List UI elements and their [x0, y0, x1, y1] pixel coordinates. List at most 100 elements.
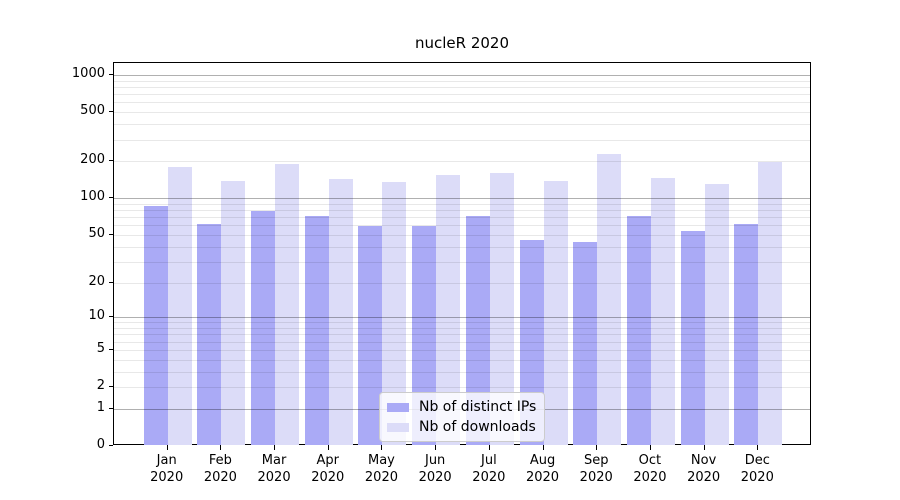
bar-distinct-ips-sep [573, 241, 598, 445]
minor-gridline-6 [114, 341, 810, 343]
minor-gridline-30 [114, 261, 810, 263]
x-tick-label-jan: Jan 2020 [150, 453, 184, 485]
legend-swatch-downloads [387, 422, 409, 432]
x-tick-label-sep: Sep 2020 [579, 453, 613, 485]
bar-distinct-ips-may [358, 226, 383, 445]
minor-gridline-900 [114, 80, 810, 82]
bar-downloads-sep [597, 153, 622, 445]
y-tick-label-2: 2 [96, 378, 105, 393]
minor-gridline-700 [114, 94, 810, 96]
minor-gridline-800 [114, 86, 810, 88]
legend-row-distinct-ips: Nb of distinct IPs [387, 399, 536, 415]
minor-gridline-20 [114, 282, 810, 284]
x-tick-may [381, 445, 383, 450]
x-tick-jan [166, 445, 168, 450]
bar-downloads-mar [275, 163, 300, 445]
bar-downloads-aug [543, 180, 568, 445]
major-gridline-1000 [114, 75, 810, 76]
minor-gridline-3 [114, 371, 810, 373]
x-tick-jun [435, 445, 437, 450]
x-tick-label-nov: Nov 2020 [687, 453, 721, 485]
minor-gridline-5 [114, 349, 810, 351]
x-tick-label-jul: Jul 2020 [472, 453, 506, 485]
bar-downloads-nov [704, 183, 729, 445]
x-tick-aug [542, 445, 544, 450]
major-gridline-100 [114, 198, 810, 200]
y-tick-label-50: 50 [88, 225, 105, 241]
minor-gridline-2 [114, 387, 810, 388]
bar-downloads-feb [221, 181, 246, 445]
x-tick-mar [274, 445, 276, 450]
x-tick-label-apr: Apr 2020 [311, 453, 345, 485]
bar-distinct-ips-feb [197, 223, 222, 445]
x-tick-label-jun: Jun 2020 [418, 453, 452, 485]
y-tick-label-20: 20 [88, 273, 105, 289]
y-tick-1000 [109, 74, 113, 75]
y-tick-label-200: 200 [80, 152, 105, 168]
minor-gridline-500 [114, 112, 810, 114]
minor-gridline-4 [114, 359, 810, 361]
x-tick-label-feb: Feb 2020 [203, 453, 237, 485]
bar-distinct-ips-oct [626, 215, 651, 445]
x-tick-jul [488, 445, 490, 450]
x-tick-nov [703, 445, 705, 450]
bar-distinct-ips-jan [143, 206, 168, 445]
minor-gridline-60 [114, 225, 810, 227]
major-gridline-10 [114, 317, 810, 319]
minor-gridline-600 [114, 102, 810, 104]
minor-gridline-70 [114, 217, 810, 219]
y-tick-50 [109, 233, 113, 235]
bar-distinct-ips-apr [304, 216, 329, 445]
legend-label-distinct-ips: Nb of distinct IPs [419, 399, 537, 415]
minor-gridline-40 [114, 246, 810, 248]
minor-gridline-300 [114, 139, 810, 141]
y-tick-label-5: 5 [96, 340, 105, 356]
x-tick-oct [649, 445, 651, 450]
bar-distinct-ips-mar [251, 211, 276, 445]
y-tick-label-1000: 1000 [71, 66, 105, 81]
bar-downloads-dec [758, 161, 783, 445]
y-tick-label-10: 10 [88, 308, 105, 324]
y-tick-label-0: 0 [96, 437, 105, 452]
legend-label-downloads: Nb of downloads [419, 419, 536, 435]
y-tick-100 [109, 197, 113, 199]
legend-swatch-distinct-ips [387, 402, 409, 412]
legend-row-downloads: Nb of downloads [387, 419, 536, 435]
y-tick-label-500: 500 [80, 103, 105, 119]
bar-distinct-ips-nov [680, 230, 705, 445]
x-tick-apr [327, 445, 329, 450]
y-tick-20 [109, 281, 113, 283]
bar-downloads-jan [167, 166, 192, 445]
minor-gridline-200 [114, 161, 810, 163]
y-tick-label-100: 100 [80, 189, 105, 205]
y-tick-200 [109, 160, 113, 162]
bar-downloads-oct [650, 178, 675, 445]
x-tick-dec [757, 445, 759, 450]
bar-distinct-ips-dec [734, 223, 759, 445]
minor-gridline-90 [114, 203, 810, 205]
x-tick-sep [596, 445, 598, 450]
minor-gridline-7 [114, 334, 810, 336]
minor-gridline-80 [114, 210, 810, 212]
y-tick-10 [109, 316, 113, 318]
legend: Nb of distinct IPs Nb of downloads [379, 392, 546, 442]
y-tick-0 [109, 445, 113, 446]
y-tick-1 [109, 407, 113, 409]
x-tick-label-may: May 2020 [364, 453, 398, 485]
x-tick-label-aug: Aug 2020 [525, 453, 560, 485]
x-tick-label-mar: Mar 2020 [257, 453, 291, 485]
x-tick-label-oct: Oct 2020 [633, 453, 667, 485]
y-tick-5 [109, 348, 113, 350]
bar-downloads-apr [328, 179, 353, 445]
minor-gridline-50 [114, 234, 810, 236]
y-tick-label-1: 1 [96, 399, 105, 415]
minor-gridline-8 [114, 328, 810, 329]
x-tick-label-dec: Dec 2020 [740, 453, 774, 485]
x-tick-feb [220, 445, 222, 450]
y-tick-500 [109, 111, 113, 113]
plot-area [113, 62, 811, 445]
minor-gridline-400 [114, 124, 810, 126]
y-tick-2 [109, 386, 113, 387]
minor-gridline-9 [114, 322, 810, 324]
